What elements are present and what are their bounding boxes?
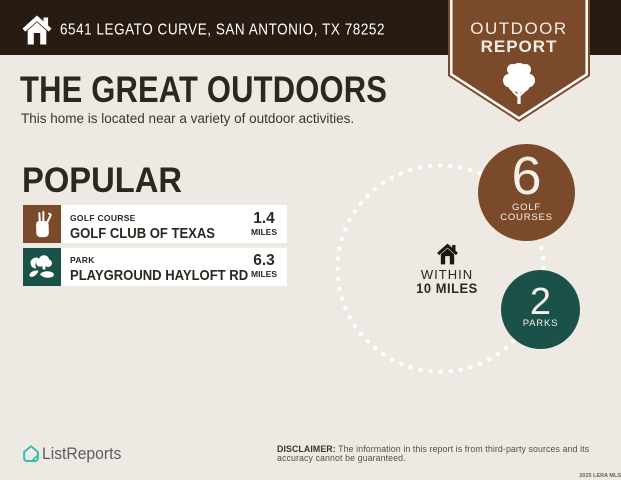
- svg-text:OUTDOOR: OUTDOOR: [470, 19, 567, 38]
- svg-text:REPORT: REPORT: [481, 37, 558, 56]
